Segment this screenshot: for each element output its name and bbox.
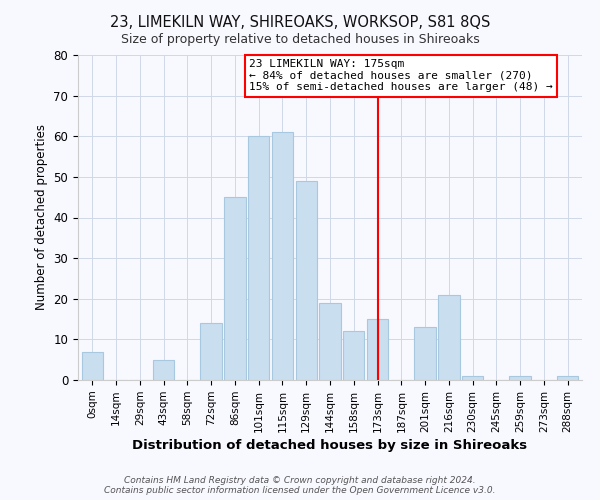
Bar: [343, 331, 364, 380]
Bar: [82, 352, 103, 380]
Text: 23 LIMEKILN WAY: 175sqm
← 84% of detached houses are smaller (270)
15% of semi-d: 23 LIMEKILN WAY: 175sqm ← 84% of detache…: [249, 59, 553, 92]
Text: Contains HM Land Registry data © Crown copyright and database right 2024.
Contai: Contains HM Land Registry data © Crown c…: [104, 476, 496, 495]
Bar: [509, 376, 531, 380]
Bar: [319, 303, 341, 380]
Y-axis label: Number of detached properties: Number of detached properties: [35, 124, 48, 310]
Bar: [153, 360, 174, 380]
X-axis label: Distribution of detached houses by size in Shireoaks: Distribution of detached houses by size …: [133, 439, 527, 452]
Bar: [557, 376, 578, 380]
Bar: [438, 294, 460, 380]
Bar: [462, 376, 484, 380]
Text: 23, LIMEKILN WAY, SHIREOAKS, WORKSOP, S81 8QS: 23, LIMEKILN WAY, SHIREOAKS, WORKSOP, S8…: [110, 15, 490, 30]
Bar: [200, 323, 222, 380]
Bar: [248, 136, 269, 380]
Bar: [415, 327, 436, 380]
Bar: [296, 181, 317, 380]
Bar: [272, 132, 293, 380]
Bar: [367, 319, 388, 380]
Text: Size of property relative to detached houses in Shireoaks: Size of property relative to detached ho…: [121, 32, 479, 46]
Bar: [224, 197, 245, 380]
